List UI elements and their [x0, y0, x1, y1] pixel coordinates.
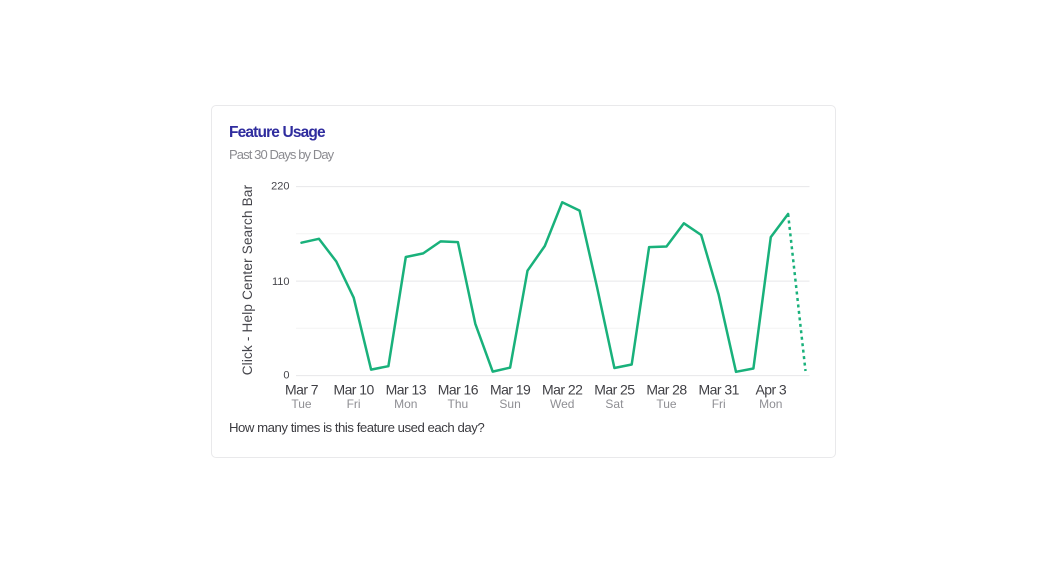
svg-text:Click - Help Center Search Bar: Click - Help Center Search Bar: [240, 184, 255, 375]
svg-text:Mar 28: Mar 28: [646, 382, 687, 398]
svg-text:Mon: Mon: [759, 397, 782, 411]
svg-text:Mar 13: Mar 13: [386, 382, 427, 398]
svg-text:Sat: Sat: [605, 397, 624, 411]
svg-text:0: 0: [283, 370, 289, 382]
svg-text:Fri: Fri: [347, 397, 361, 411]
svg-text:Mar 16: Mar 16: [438, 382, 479, 398]
svg-text:Tue: Tue: [291, 397, 312, 411]
svg-text:Mar 10: Mar 10: [333, 382, 374, 398]
svg-text:Mar 22: Mar 22: [542, 382, 583, 398]
svg-text:Tue: Tue: [656, 397, 677, 411]
svg-text:Wed: Wed: [550, 397, 574, 411]
svg-text:Mar 25: Mar 25: [594, 382, 635, 398]
svg-text:Fri: Fri: [712, 397, 726, 411]
svg-text:Thu: Thu: [448, 397, 469, 411]
svg-text:Mar 7: Mar 7: [285, 382, 319, 398]
svg-text:Sun: Sun: [499, 397, 520, 411]
svg-text:110: 110: [272, 276, 290, 288]
svg-text:220: 220: [271, 181, 289, 193]
svg-text:Apr 3: Apr 3: [755, 382, 786, 398]
svg-text:Mon: Mon: [394, 397, 417, 411]
svg-text:Mar 31: Mar 31: [699, 382, 740, 398]
svg-text:Mar 19: Mar 19: [490, 382, 531, 398]
